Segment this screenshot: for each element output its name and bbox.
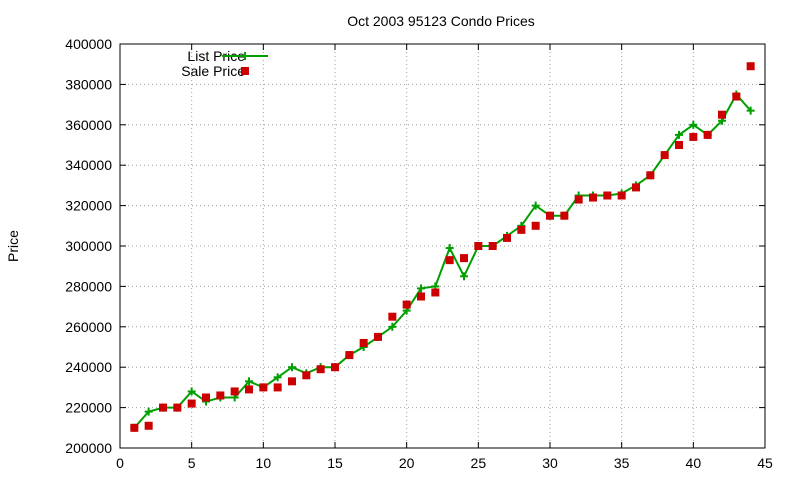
sale-price-point [617, 191, 626, 200]
sale-price-point [517, 225, 526, 234]
sale-price-point [603, 191, 612, 200]
x-tick-label: 0 [116, 455, 124, 471]
legend-label-sale-price: Sale Price [181, 63, 245, 79]
sale-price-point [273, 383, 282, 392]
list-price-point [288, 363, 296, 372]
sale-price-point [703, 130, 712, 139]
sale-price-point [374, 332, 382, 341]
y-tick-label: 280000 [65, 278, 112, 294]
sale-price-point [417, 292, 425, 301]
sale-price-point [589, 193, 597, 202]
y-tick-label: 260000 [65, 319, 112, 335]
list-price-point [273, 373, 282, 382]
sale-price-point [187, 399, 196, 408]
y-tick-label: 360000 [65, 117, 112, 133]
x-tick-label: 10 [256, 455, 272, 471]
legend-marker-sale-price [241, 67, 249, 75]
legend-label-list-price: List Price [187, 48, 245, 64]
y-tick-label: 220000 [65, 400, 112, 416]
y-tick-label: 300000 [65, 238, 112, 254]
x-tick-label: 40 [686, 455, 702, 471]
list-price-point [746, 106, 755, 115]
x-tick-label: 30 [542, 455, 558, 471]
list-price-point [388, 322, 397, 331]
sale-price-point [746, 62, 755, 71]
legend-marker-list-price [241, 52, 249, 60]
sale-price-point [288, 377, 296, 386]
list-price-point [675, 130, 683, 139]
y-tick-label: 320000 [65, 198, 112, 214]
sale-price-point [302, 371, 311, 380]
list-price-point [417, 284, 425, 293]
y-tick-label: 380000 [65, 76, 112, 92]
chart-title: Oct 2003 95123 Condo Prices [347, 13, 535, 29]
sale-price-point [531, 221, 540, 230]
y-tick-label: 340000 [65, 157, 112, 173]
sale-price-point [144, 421, 153, 430]
sale-price-point [230, 387, 239, 396]
sale-price-point [718, 110, 726, 119]
sale-price-point [431, 288, 440, 297]
x-tick-label: 5 [188, 455, 196, 471]
sale-price-point [574, 195, 583, 204]
sale-price-point [259, 383, 268, 392]
list-price-point [531, 201, 540, 210]
list-price-line [133, 92, 752, 429]
sale-price-point [546, 211, 554, 220]
y-tick-label: 240000 [65, 359, 112, 375]
sale-price-point [445, 256, 454, 265]
list-price-point [445, 244, 454, 253]
list-price-point [187, 387, 196, 396]
x-tick-label: 45 [757, 455, 773, 471]
y-tick-label: 200000 [65, 440, 112, 456]
x-tick-label: 25 [471, 455, 487, 471]
sale-price-point [159, 403, 167, 412]
sale-price-point [488, 242, 497, 250]
list-price-point [689, 120, 698, 129]
sale-price-point [345, 351, 354, 360]
sale-price-point [402, 300, 411, 309]
series-sale-price [130, 62, 755, 432]
grid [120, 44, 765, 448]
sale-price-point [474, 242, 483, 250]
sale-price-point [689, 132, 698, 141]
tick-labels: 0 5 10 15 20 25 30 35 40 45 200000 220000 240000 2600… [65, 36, 773, 471]
legend-swatch-sale-price [241, 67, 249, 75]
sale-price-point [732, 92, 741, 101]
sale-price-point [388, 312, 397, 321]
list-price-point [144, 407, 153, 416]
sale-price-point [331, 363, 339, 372]
list-price-point [460, 272, 468, 281]
sale-price-point [202, 393, 210, 402]
sale-price-point [216, 391, 225, 400]
sale-price-point [245, 385, 253, 394]
y-axis-label: Price [5, 230, 21, 262]
sale-price-point [675, 141, 683, 149]
sale-price-point [460, 254, 468, 263]
sale-price-point [503, 233, 511, 242]
sale-price-point [560, 211, 569, 220]
series-list-price [130, 90, 755, 432]
x-tick-label: 20 [399, 455, 415, 471]
sale-price-point [173, 403, 182, 412]
x-tick-label: 15 [327, 455, 343, 471]
legend-swatch-list-price [222, 52, 268, 60]
series [130, 62, 755, 432]
y-tick-label: 400000 [65, 36, 112, 52]
sale-price-point [660, 151, 669, 160]
sale-price-point [646, 171, 655, 180]
legend: List Price Sale Price [181, 48, 268, 79]
tick-marks [119, 43, 766, 449]
list-price-point [245, 377, 253, 386]
sale-price-point [359, 338, 368, 347]
sale-price-point [316, 365, 325, 374]
sale-price-point [632, 183, 640, 192]
sale-price-point [130, 423, 139, 432]
x-tick-label: 35 [614, 455, 630, 471]
